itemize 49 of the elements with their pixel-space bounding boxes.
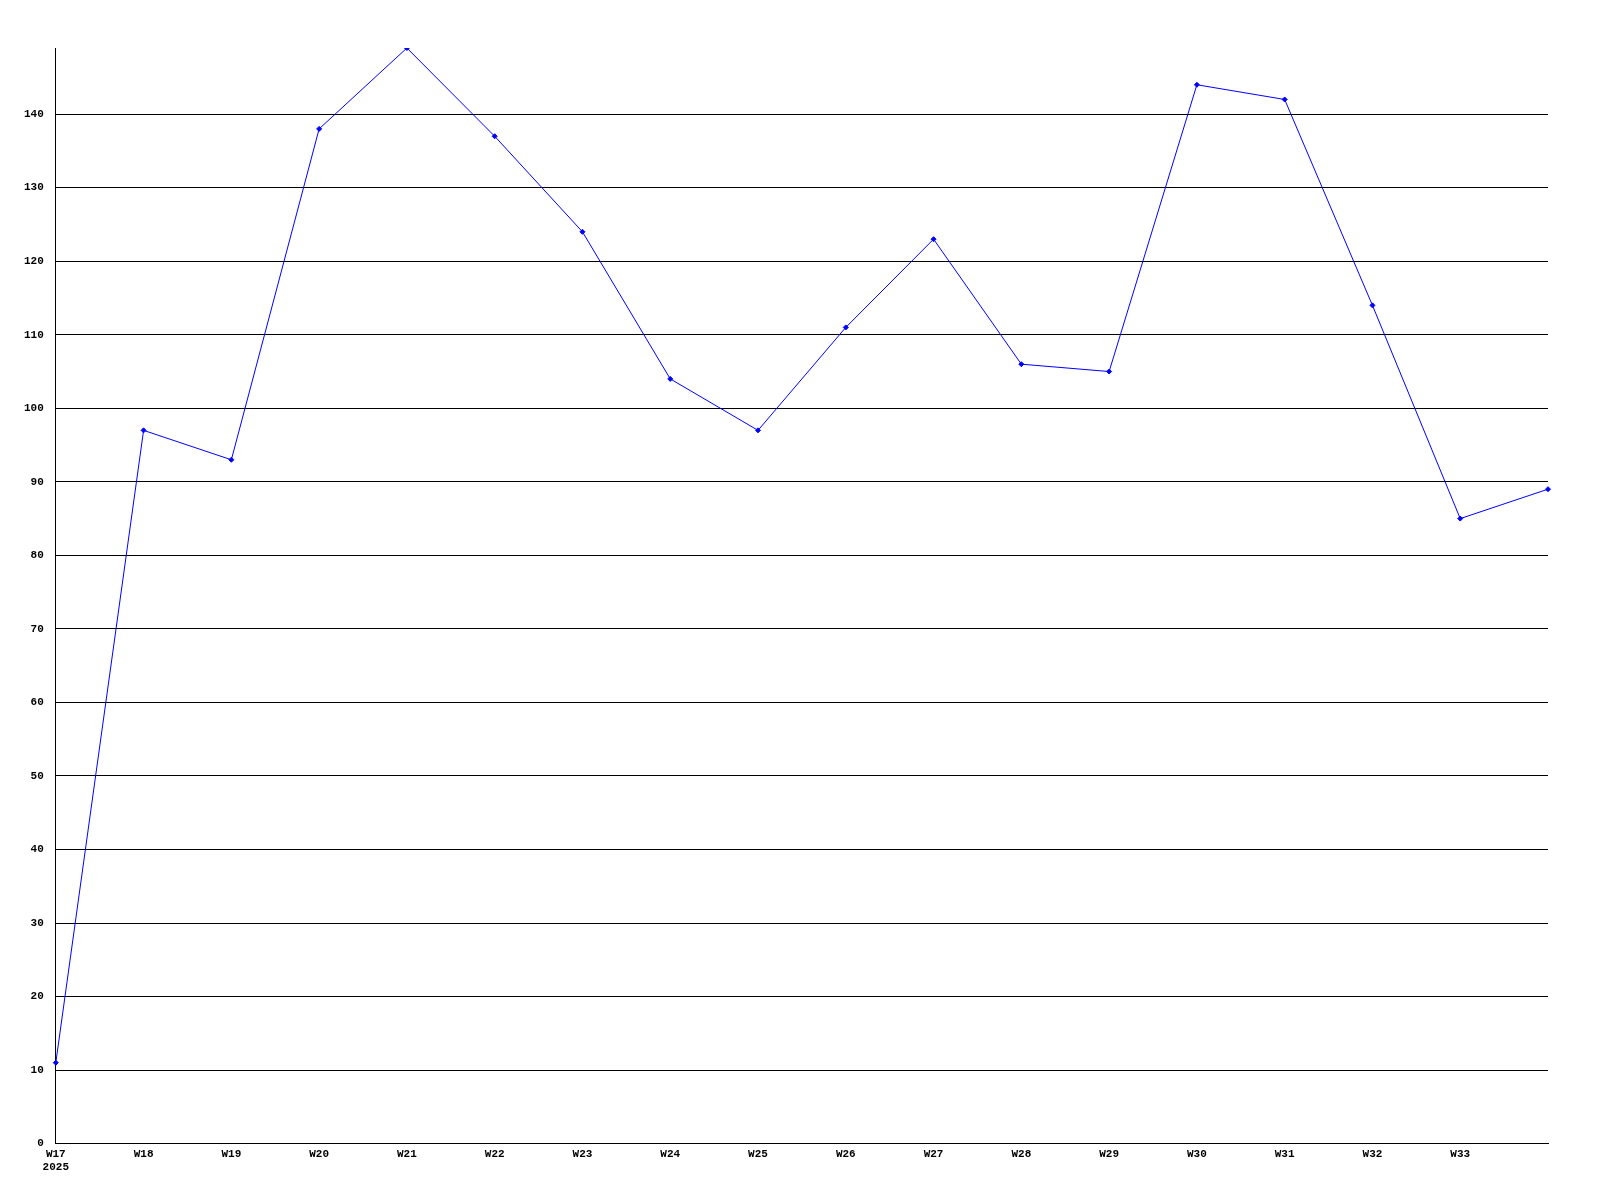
y-tick-label: 90 (30, 475, 44, 488)
point (140, 427, 147, 434)
y-tick-label: 130 (23, 181, 44, 194)
x-tick-label: W30 (1186, 1147, 1207, 1160)
point (930, 236, 937, 243)
x-tick-label: W26 (835, 1147, 856, 1160)
y-tick-label: 60 (30, 696, 44, 709)
point (316, 125, 323, 132)
y-tick-label: 10 (30, 1063, 44, 1076)
y-tick-label: 110 (23, 328, 44, 341)
point (667, 375, 674, 382)
y-tick-label: 50 (30, 769, 44, 782)
point (491, 133, 498, 140)
x-tick-label: W32 (1362, 1147, 1383, 1160)
point (1106, 368, 1113, 375)
x-tick-label: W27 (923, 1147, 944, 1160)
point (579, 228, 586, 235)
x-tick-label: W23 (572, 1147, 593, 1160)
point (52, 1059, 59, 1066)
y-tick-label: 0 (37, 1137, 44, 1150)
y-tick-label: 80 (30, 549, 44, 562)
y-tick-label: 140 (23, 107, 44, 120)
point (842, 324, 849, 331)
x-tick-label: W21 (397, 1147, 418, 1160)
x-tick-label: W18 (133, 1147, 154, 1160)
x-tick-label: W22 (484, 1147, 505, 1160)
x-tick-label: W28 (1011, 1147, 1032, 1160)
point (755, 427, 762, 434)
x-tick-label: W31 (1274, 1147, 1295, 1160)
y-tick-label: 40 (30, 843, 44, 856)
x-tick-label: W20 (309, 1147, 330, 1160)
point (1457, 515, 1464, 522)
x-tick-label: W33 (1450, 1147, 1471, 1160)
y-tick-label: 20 (30, 990, 44, 1003)
point (1018, 361, 1025, 368)
x-tick-label: W19 (221, 1147, 242, 1160)
point (1281, 96, 1288, 103)
point (228, 456, 235, 463)
x-tick-label: W17 2025 (42, 1147, 70, 1174)
point (1545, 486, 1551, 493)
x-tick-label: W24 (660, 1147, 681, 1160)
x-tick-label: W25 (748, 1147, 769, 1160)
y-tick-label: 70 (30, 622, 44, 635)
x-tick-label: W29 (1099, 1147, 1120, 1160)
y-tick-label: 30 (30, 916, 44, 929)
y-tick-label: 120 (23, 255, 44, 267)
y-tick-label: 100 (23, 402, 44, 415)
point (1193, 81, 1200, 88)
point (1369, 302, 1376, 309)
